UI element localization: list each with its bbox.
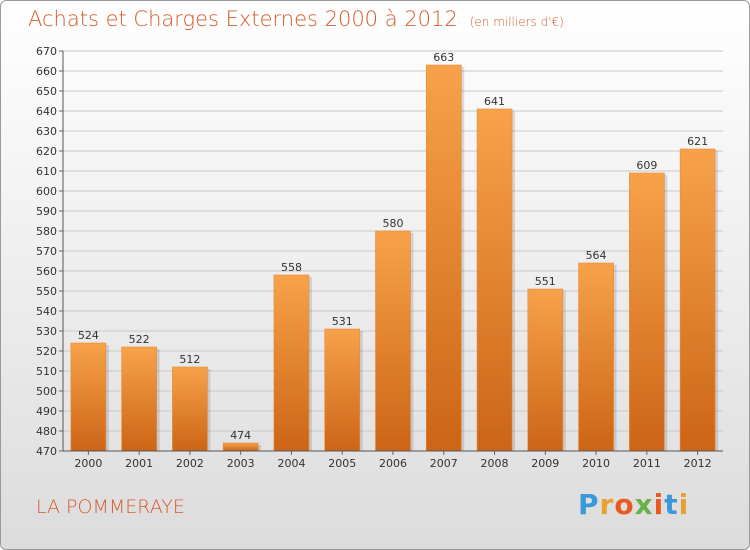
y-tick-label: 560: [36, 265, 57, 278]
y-tick-label: 620: [36, 145, 57, 158]
data-label-2000: 524: [78, 329, 99, 342]
chart-title-text: Achats et Charges Externes 2000 à 2012: [28, 7, 458, 31]
data-label-2001: 522: [129, 333, 150, 346]
y-tick-label: 600: [36, 185, 57, 198]
y-tick-label: 650: [36, 85, 57, 98]
x-tick-label-2009: 2009: [531, 457, 559, 470]
x-tick-label-2001: 2001: [125, 457, 153, 470]
data-label-2011: 609: [636, 159, 657, 172]
y-tick-label: 580: [36, 225, 57, 238]
chart-unit: (en milliers d'€): [469, 15, 564, 29]
data-label-2007: 663: [433, 51, 454, 64]
bar-2003: [222, 442, 259, 452]
bar-2005: [324, 328, 361, 452]
bar-2004: [273, 274, 310, 452]
x-axis-ticks: 2000 2001 2002 2003 2004 2005 2006 2007 2008 2009…: [74, 451, 712, 470]
y-tick-label: 500: [36, 385, 57, 398]
bar-2001: [121, 346, 157, 452]
data-label-2006: 580: [383, 217, 404, 230]
y-tick-label: 640: [36, 105, 57, 118]
commune-name: LA POMMERAYE: [36, 496, 185, 518]
bar-2011: [629, 172, 665, 452]
y-tick-label: 530: [36, 325, 57, 338]
y-tick-label: 550: [36, 285, 57, 298]
bars: 524 522 512 474 558 531 580 663 641 551 564 609 621: [70, 51, 719, 452]
chart-title: Achats et Charges Externes 2000 à 2012 (e…: [28, 7, 564, 31]
logo-letter: x: [634, 488, 654, 521]
y-tick-label: 630: [36, 125, 57, 138]
bar-2010: [578, 262, 614, 452]
proxiti-logo: Proxiti: [578, 488, 689, 521]
logo-letter: i: [653, 488, 665, 521]
x-tick-label-2007: 2007: [430, 457, 458, 470]
data-label-2002: 512: [179, 353, 200, 366]
x-tick-label-2002: 2002: [176, 457, 204, 470]
logo-letter: t: [664, 488, 679, 521]
y-tick-label: 490: [36, 405, 57, 418]
y-tick-label: 480: [36, 425, 57, 438]
y-tick-label: 570: [36, 245, 57, 258]
bar-2012: [679, 148, 716, 452]
data-label-2005: 531: [332, 315, 353, 328]
x-tick-label-2005: 2005: [328, 457, 356, 470]
y-axis-ticks: 470 480 490 500 510 520 530 540 550 560 570 580 590 6…: [36, 45, 63, 458]
data-label-2008: 641: [484, 95, 505, 108]
data-label-2012: 621: [687, 135, 708, 148]
x-tick-label-2011: 2011: [633, 457, 661, 470]
y-tick-label: 610: [36, 165, 57, 178]
x-tick-label-2000: 2000: [74, 457, 102, 470]
y-tick-label: 520: [36, 345, 57, 358]
data-label-2004: 558: [281, 261, 302, 274]
x-tick-label-2006: 2006: [379, 457, 407, 470]
y-tick-label: 540: [36, 305, 57, 318]
y-tick-label: 660: [36, 65, 57, 78]
y-tick-label: 510: [36, 365, 57, 378]
x-tick-label-2010: 2010: [582, 457, 610, 470]
data-label-2010: 564: [586, 249, 607, 262]
logo-letter: P: [578, 488, 600, 521]
data-label-2003: 474: [230, 429, 251, 442]
bar-2009: [527, 288, 564, 452]
y-tick-label: 670: [36, 45, 57, 58]
x-tick-label-2012: 2012: [684, 457, 712, 470]
x-tick-label-2003: 2003: [227, 457, 255, 470]
bar-2007: [425, 64, 462, 452]
y-tick-label: 470: [36, 445, 57, 458]
bar-2008: [476, 108, 513, 452]
data-label-2009: 551: [535, 275, 556, 288]
x-tick-label-2004: 2004: [277, 457, 305, 470]
logo-letter: o: [614, 488, 635, 521]
x-tick-label-2008: 2008: [481, 457, 509, 470]
logo-letter: r: [599, 488, 615, 521]
bar-2000: [70, 342, 107, 452]
y-tick-label: 590: [36, 205, 57, 218]
logo-letter: i: [678, 488, 690, 521]
bar-2006: [375, 230, 411, 452]
bar-2002: [172, 366, 208, 452]
axes: [62, 51, 723, 452]
